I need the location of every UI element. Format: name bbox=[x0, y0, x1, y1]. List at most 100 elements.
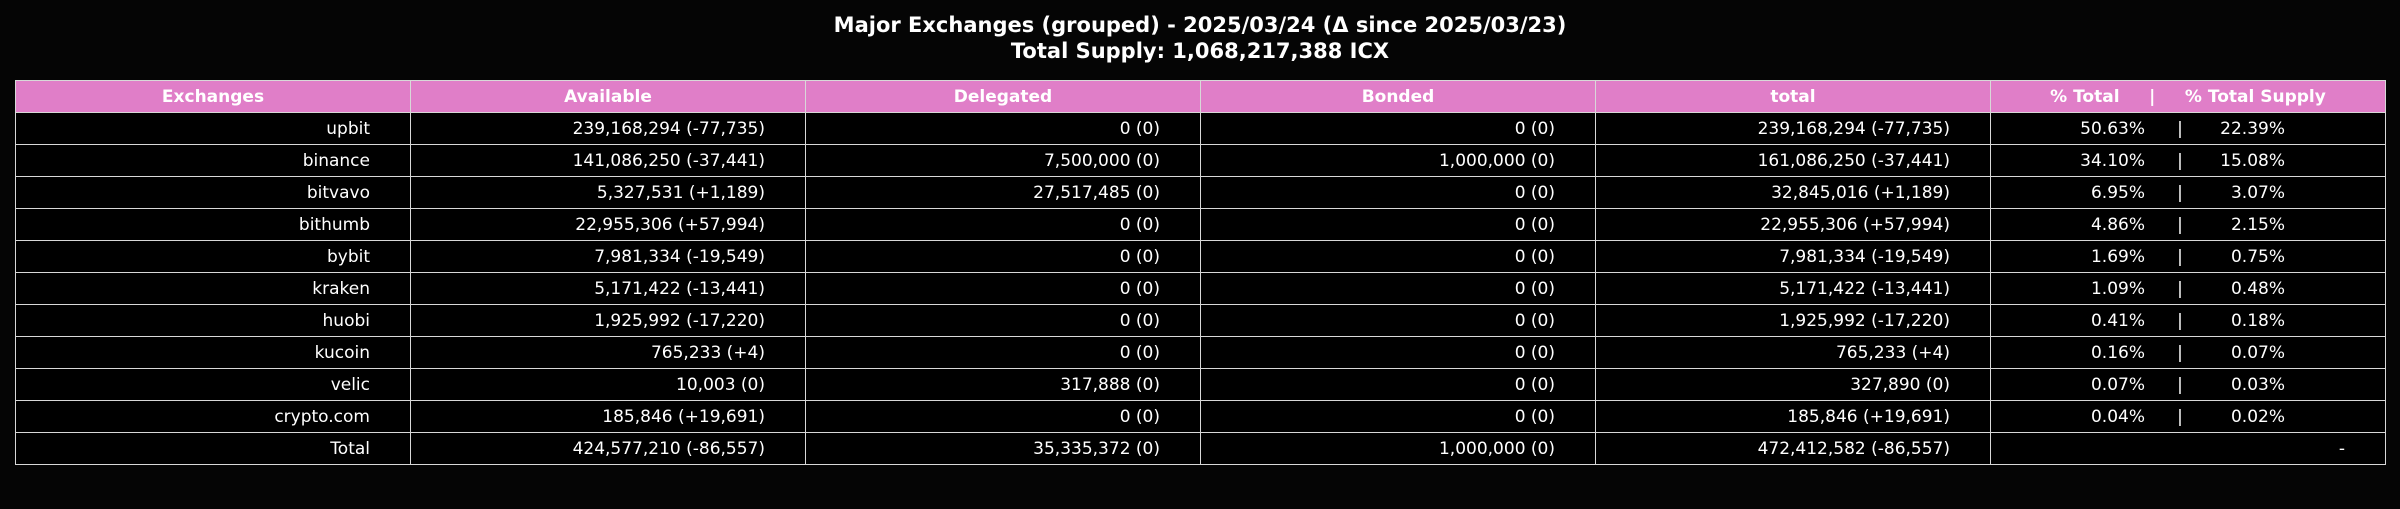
cell-pct-total: 50.63% bbox=[2080, 118, 2145, 139]
cell-delegated: 7,500,000 (0) bbox=[805, 144, 1201, 177]
cell-separator: | bbox=[2177, 150, 2183, 171]
cell-total: 7,981,334 (-19,549) bbox=[1595, 240, 1991, 273]
cell-name: bybit bbox=[15, 240, 411, 273]
chart-titles: Major Exchanges (grouped) - 2025/03/24 (… bbox=[0, 12, 2400, 64]
cell-percentages: 1.09% | 0.48% bbox=[1990, 272, 2386, 305]
cell-delegated: 0 (0) bbox=[805, 208, 1201, 241]
cell-pct-supply: 15.08% bbox=[2220, 150, 2285, 171]
cell-available: 5,327,531 (+1,189) bbox=[410, 176, 806, 209]
column-header: total bbox=[1595, 80, 1991, 113]
cell-pct-total: 4.86% bbox=[2090, 214, 2145, 235]
cell-bonded: 0 (0) bbox=[1200, 208, 1596, 241]
cell-pct-supply: 0.07% bbox=[2230, 342, 2285, 363]
cell-name: velic bbox=[15, 368, 411, 401]
table-row: upbit 239,168,294 (-77,735) 0 (0) 0 (0) 239,… bbox=[15, 112, 2386, 145]
cell-separator: | bbox=[2177, 182, 2183, 203]
cell-total: 161,086,250 (-37,441) bbox=[1595, 144, 1991, 177]
table-row: velic 10,003 (0) 317,888 (0) 0 (0) 327,890 (… bbox=[15, 368, 2386, 401]
cell-total: 5,171,422 (-13,441) bbox=[1595, 272, 1991, 305]
cell-percentages: 50.63% | 22.39% bbox=[1990, 112, 2386, 145]
cell-available: 185,846 (+19,691) bbox=[410, 400, 806, 433]
cell-pct-total: 0.41% bbox=[2090, 310, 2145, 331]
cell-delegated: 317,888 (0) bbox=[805, 368, 1201, 401]
column-header: % Total | % Total Supply bbox=[1990, 80, 2386, 113]
cell-pct-supply: 0.03% bbox=[2230, 374, 2285, 395]
cell-available: 7,981,334 (-19,549) bbox=[410, 240, 806, 273]
total-cell-available: 424,577,210 (-86,557) bbox=[410, 432, 806, 465]
total-cell-name: Total bbox=[15, 432, 411, 465]
cell-pct-total: 6.95% bbox=[2090, 182, 2145, 203]
cell-separator: | bbox=[2177, 246, 2183, 267]
cell-percentages: 6.95% | 3.07% bbox=[1990, 176, 2386, 209]
cell-total: 32,845,016 (+1,189) bbox=[1595, 176, 1991, 209]
cell-bonded: 0 (0) bbox=[1200, 400, 1596, 433]
cell-pct-supply: 0.48% bbox=[2230, 278, 2285, 299]
cell-separator: | bbox=[2177, 374, 2183, 395]
cell-total: 327,890 (0) bbox=[1595, 368, 1991, 401]
table-row: binance 141,086,250 (-37,441) 7,500,000 (0… bbox=[15, 144, 2386, 177]
cell-available: 765,233 (+4) bbox=[410, 336, 806, 369]
chart-subtitle: Total Supply: 1,068,217,388 ICX bbox=[1010, 39, 1390, 63]
chart-title: Major Exchanges (grouped) - 2025/03/24 (… bbox=[833, 13, 1567, 37]
cell-name: crypto.com bbox=[15, 400, 411, 433]
cell-name: huobi bbox=[15, 304, 411, 337]
cell-separator: | bbox=[2177, 118, 2183, 139]
total-cell-total: 472,412,582 (-86,557) bbox=[1595, 432, 1991, 465]
cell-name: bithumb bbox=[15, 208, 411, 241]
cell-percentages: 0.41% | 0.18% bbox=[1990, 304, 2386, 337]
cell-pct-total: 1.09% bbox=[2090, 278, 2145, 299]
cell-name: binance bbox=[15, 144, 411, 177]
cell-delegated: 0 (0) bbox=[805, 240, 1201, 273]
cell-bonded: 0 (0) bbox=[1200, 112, 1596, 145]
cell-name: kraken bbox=[15, 272, 411, 305]
cell-pct-supply: 0.02% bbox=[2230, 406, 2285, 427]
cell-bonded: 0 (0) bbox=[1200, 304, 1596, 337]
cell-separator: | bbox=[2177, 310, 2183, 331]
cell-bonded: 0 (0) bbox=[1200, 336, 1596, 369]
cell-percentages: 0.16% | 0.07% bbox=[1990, 336, 2386, 369]
cell-pct-total: 0.16% bbox=[2090, 342, 2145, 363]
cell-pct-total: 1.69% bbox=[2090, 246, 2145, 267]
cell-delegated: 0 (0) bbox=[805, 400, 1201, 433]
cell-total: 185,846 (+19,691) bbox=[1595, 400, 1991, 433]
cell-pct-total: 0.04% bbox=[2090, 406, 2145, 427]
cell-separator: | bbox=[2177, 342, 2183, 363]
column-header: Bonded bbox=[1200, 80, 1596, 113]
cell-available: 22,955,306 (+57,994) bbox=[410, 208, 806, 241]
cell-percentages: 34.10% | 15.08% bbox=[1990, 144, 2386, 177]
cell-pct-total: 34.10% bbox=[2080, 150, 2145, 171]
table-row: huobi 1,925,992 (-17,220) 0 (0) 0 (0) 1,925,… bbox=[15, 304, 2386, 337]
table-body: upbit 239,168,294 (-77,735) 0 (0) 0 (0) 239,… bbox=[15, 112, 2386, 465]
cell-available: 141,086,250 (-37,441) bbox=[410, 144, 806, 177]
cell-pct-supply: 22.39% bbox=[2220, 118, 2285, 139]
cell-pct-supply: 3.07% bbox=[2230, 182, 2285, 203]
table-row: kucoin 765,233 (+4) 0 (0) 0 (0) 765,233 (+4)… bbox=[15, 336, 2386, 369]
table-row: crypto.com 185,846 (+19,691) 0 (0) 0 (0) 185… bbox=[15, 400, 2386, 433]
cell-percentages: 0.04% | 0.02% bbox=[1990, 400, 2386, 433]
cell-bonded: 0 (0) bbox=[1200, 176, 1596, 209]
column-header: Delegated bbox=[805, 80, 1201, 113]
cell-pct-supply: 0.75% bbox=[2230, 246, 2285, 267]
cell-separator: | bbox=[2177, 406, 2183, 427]
cell-bonded: 1,000,000 (0) bbox=[1200, 144, 1596, 177]
cell-bonded: 0 (0) bbox=[1200, 240, 1596, 273]
cell-available: 10,003 (0) bbox=[410, 368, 806, 401]
table-row: bithumb 22,955,306 (+57,994) 0 (0) 0 (0) 22,… bbox=[15, 208, 2386, 241]
cell-name: upbit bbox=[15, 112, 411, 145]
exchanges-table: Exchanges Available Delegated Bonded tot… bbox=[15, 80, 2386, 465]
cell-total: 765,233 (+4) bbox=[1595, 336, 1991, 369]
cell-available: 239,168,294 (-77,735) bbox=[410, 112, 806, 145]
cell-delegated: 27,517,485 (0) bbox=[805, 176, 1201, 209]
cell-pct-supply: 0.18% bbox=[2230, 310, 2285, 331]
cell-separator: | bbox=[2177, 278, 2183, 299]
cell-total: 22,955,306 (+57,994) bbox=[1595, 208, 1991, 241]
table-header-row: Exchanges Available Delegated Bonded tot… bbox=[15, 80, 2386, 113]
cell-separator: | bbox=[2177, 214, 2183, 235]
total-cell-pct: - bbox=[1990, 432, 2386, 465]
cell-name: kucoin bbox=[15, 336, 411, 369]
total-cell-delegated: 35,335,372 (0) bbox=[805, 432, 1201, 465]
cell-total: 239,168,294 (-77,735) bbox=[1595, 112, 1991, 145]
cell-name: bitvavo bbox=[15, 176, 411, 209]
table-total-row: Total 424,577,210 (-86,557) 35,335,372 (0)… bbox=[15, 432, 2386, 465]
table-row: bybit 7,981,334 (-19,549) 0 (0) 0 (0) 7,981,… bbox=[15, 240, 2386, 273]
